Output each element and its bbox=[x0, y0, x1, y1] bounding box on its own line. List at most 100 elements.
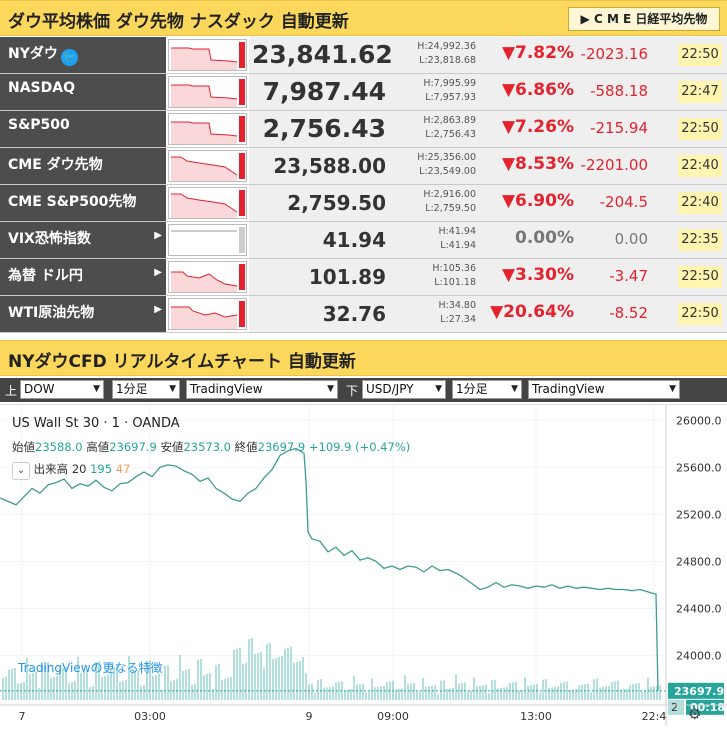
mini-chart-line bbox=[171, 84, 238, 100]
upper-interval-select[interactable]: 1分足 ▼ bbox=[112, 380, 180, 399]
mini-chart-thumbnail[interactable] bbox=[168, 224, 247, 256]
volume-bar bbox=[8, 670, 10, 700]
volume-bar bbox=[170, 681, 172, 700]
tradingview-features-link[interactable]: TradingViewの更なる特徴 bbox=[18, 661, 163, 675]
volume-bar bbox=[629, 684, 631, 700]
mini-chart-thumbnail[interactable] bbox=[168, 261, 247, 293]
volume-bar bbox=[95, 662, 97, 700]
volume-bar bbox=[458, 683, 460, 700]
quote-percent-change: 0.00% bbox=[515, 228, 574, 248]
quote-percent-change: ▼3.30% bbox=[501, 265, 574, 285]
mini-chart-thumbnail[interactable] bbox=[168, 187, 247, 219]
quote-change: 0.00 bbox=[614, 230, 648, 248]
volume-bar bbox=[65, 667, 67, 700]
y-tick-label: 24000.0 bbox=[676, 649, 722, 662]
volume-bar bbox=[110, 668, 112, 700]
chevron-down-icon: ▼ bbox=[93, 384, 100, 394]
quote-price: 2,756.43 bbox=[262, 114, 386, 143]
price-series-down-ticks bbox=[0, 448, 659, 691]
volume-bar bbox=[29, 674, 31, 700]
mini-chart-thumbnail[interactable] bbox=[168, 76, 247, 108]
cme-nikkei-button[interactable]: ▶ C M E 日経平均先物 bbox=[568, 7, 720, 31]
mini-chart-thumbnail[interactable] bbox=[168, 150, 247, 182]
volume-bar bbox=[11, 669, 13, 700]
chevron-down-icon: ▼ bbox=[511, 384, 518, 394]
lower-interval-value: 1分足 bbox=[456, 382, 488, 396]
volume-bar bbox=[497, 688, 499, 700]
page-title: ダウ平均株価 ダウ先物 ナスダック 自動更新 bbox=[8, 12, 349, 32]
volume-bar bbox=[56, 676, 58, 700]
volume-label: 出来高 bbox=[33, 462, 69, 476]
close-label: 終値 bbox=[234, 440, 258, 454]
quote-row: CME ダウ先物 23,588.00 H:25,356.00 L:23,549.00 ▼… bbox=[0, 148, 727, 185]
settings-gear-icon[interactable]: ⚙ bbox=[688, 705, 702, 723]
lower-symbol-select[interactable]: USD/JPY ▼ bbox=[362, 380, 446, 399]
mini-chart-price-tag bbox=[239, 116, 245, 142]
mini-chart-thumbnail[interactable] bbox=[168, 298, 247, 330]
x-tick-label: 7 bbox=[19, 710, 26, 723]
quote-values-panel bbox=[249, 37, 727, 73]
twitter-icon[interactable]: 🐦 bbox=[60, 49, 78, 66]
volume-bar bbox=[377, 686, 379, 700]
volume-bar bbox=[314, 692, 316, 700]
quote-price: 41.94 bbox=[322, 228, 386, 252]
open-value: 23588.0 bbox=[35, 440, 83, 454]
quote-percent-change: ▼7.82% bbox=[501, 43, 574, 63]
lower-interval-select[interactable]: 1分足 ▼ bbox=[452, 380, 522, 399]
volume-bar bbox=[14, 668, 16, 700]
volume-bar bbox=[17, 684, 19, 700]
lower-source-select[interactable]: TradingView ▼ bbox=[528, 380, 680, 399]
mini-chart-line bbox=[171, 156, 238, 176]
quote-name-cell[interactable]: NASDAQ bbox=[0, 74, 166, 110]
volume-bar bbox=[233, 650, 235, 700]
high-value: 23697.9 bbox=[109, 440, 157, 454]
quote-name-cell[interactable]: VIX恐怖指数 ▶ bbox=[0, 222, 166, 258]
quote-values-panel bbox=[249, 74, 727, 110]
volume-bar bbox=[386, 681, 388, 700]
quote-change: -8.52 bbox=[609, 304, 648, 322]
quote-name-cell[interactable]: NYダウ 🐦 bbox=[0, 37, 166, 73]
chevron-down-icon: ▼ bbox=[669, 384, 676, 394]
volume-bar bbox=[44, 663, 46, 700]
volume-bar bbox=[524, 676, 526, 700]
expand-arrow-icon[interactable]: ▶ bbox=[154, 230, 162, 241]
volume-bar bbox=[287, 648, 289, 700]
volume-bar bbox=[164, 666, 166, 700]
price-chart-svg[interactable]: 26000.0 25600.0 25200.0 24800.0 24400.0 24000… bbox=[0, 405, 727, 726]
expand-arrow-icon[interactable]: ▶ bbox=[154, 267, 162, 278]
x-tick-label: 9 bbox=[306, 710, 313, 723]
quote-name: 為替 ドル円 bbox=[8, 268, 83, 284]
expand-arrow-icon[interactable]: ▶ bbox=[154, 304, 162, 315]
chart-banner: NYダウCFD リアルタイムチャート 自動更新 bbox=[0, 340, 727, 376]
quote-values-panel bbox=[249, 296, 727, 332]
quote-name-cell[interactable]: CME ダウ先物 bbox=[0, 148, 166, 184]
quote-name-cell[interactable]: CME S&P500先物 bbox=[0, 185, 166, 221]
quote-name-cell[interactable]: 為替 ドル円 ▶ bbox=[0, 259, 166, 295]
volume-bar bbox=[365, 692, 367, 700]
tradingview-chart[interactable]: 26000.0 25600.0 25200.0 24800.0 24400.0 24000… bbox=[0, 404, 727, 726]
upper-symbol-select[interactable]: DOW ▼ bbox=[20, 380, 104, 399]
volume-bar bbox=[623, 689, 625, 700]
volume-bar bbox=[185, 670, 187, 700]
quote-values-panel bbox=[249, 148, 727, 184]
quote-name-cell[interactable]: S&P500 bbox=[0, 111, 166, 147]
mini-chart-thumbnail[interactable] bbox=[168, 39, 247, 71]
volume-bar bbox=[506, 686, 508, 700]
quote-name-cell[interactable]: WTI原油先物 ▶ bbox=[0, 296, 166, 332]
quote-time: 22:50 bbox=[678, 44, 722, 66]
collapse-chevron-icon[interactable]: ⌄ bbox=[12, 462, 30, 480]
volume-bar bbox=[317, 679, 319, 700]
volume-bar bbox=[236, 649, 238, 700]
low-label: 安値 bbox=[160, 440, 184, 454]
volume-bar bbox=[278, 657, 280, 700]
mini-chart-thumbnail[interactable] bbox=[168, 113, 247, 145]
volume-bar bbox=[347, 689, 349, 700]
volume-bar bbox=[197, 660, 199, 700]
open-label: 始値 bbox=[12, 440, 35, 454]
volume-bar bbox=[152, 676, 154, 700]
quote-percent-change: ▼8.53% bbox=[501, 154, 574, 174]
upper-source-select[interactable]: TradingView ▼ bbox=[186, 380, 338, 399]
y-tick-label: 25600.0 bbox=[676, 461, 722, 474]
volume-bar bbox=[482, 685, 484, 700]
volume-bar bbox=[569, 690, 571, 700]
